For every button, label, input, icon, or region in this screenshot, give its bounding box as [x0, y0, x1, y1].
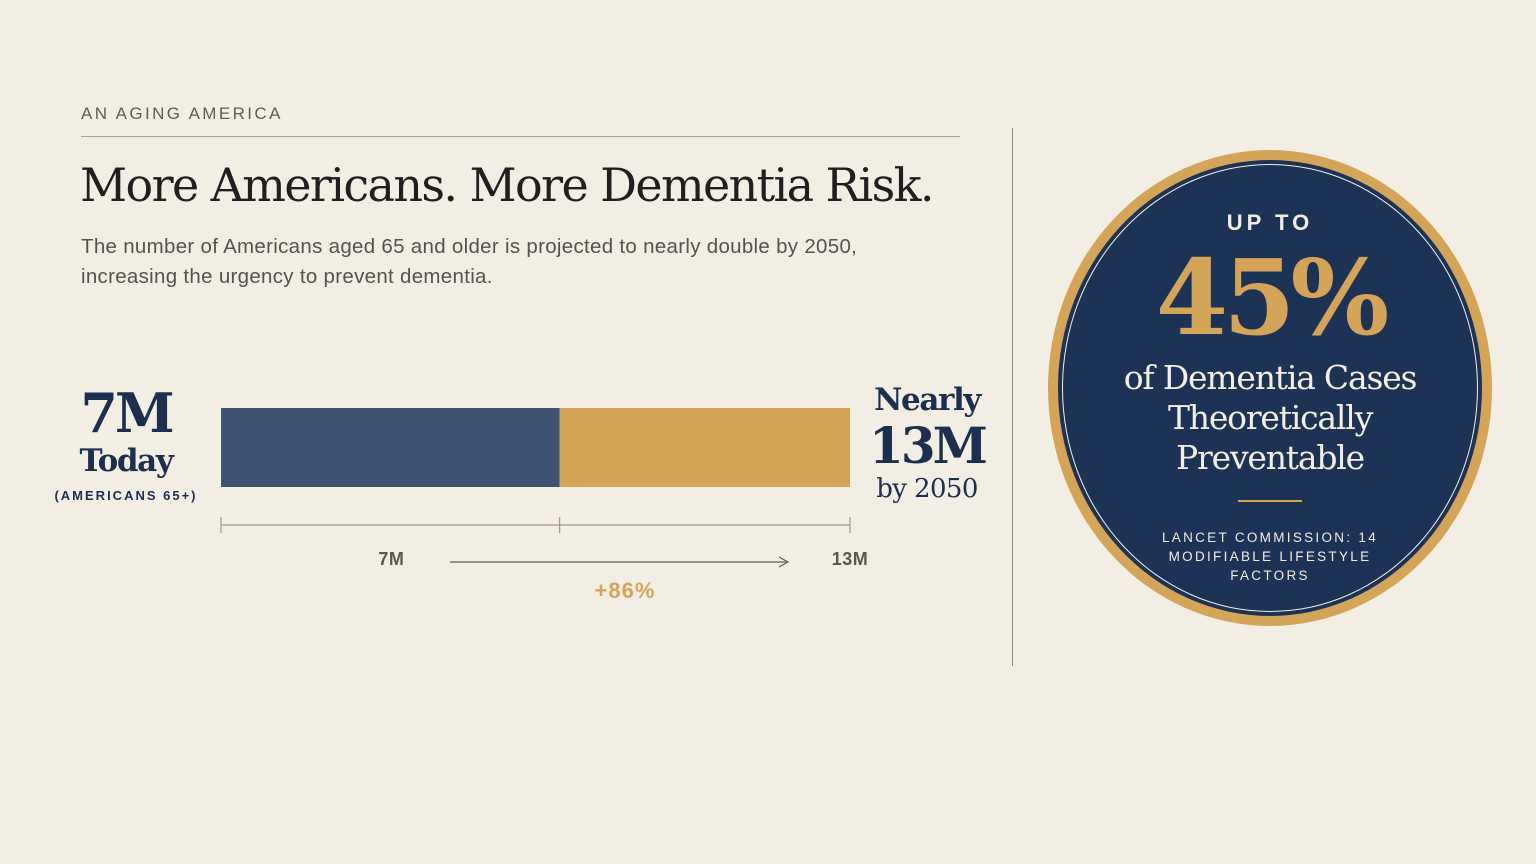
eyebrow-rule [81, 136, 960, 137]
today-value: 7M [80, 381, 174, 445]
future-value: 13M [869, 416, 988, 475]
growth-arrow-head [778, 556, 790, 568]
badge-inner-circle [1058, 160, 1482, 616]
page-title: More Americans. More Dementia Risk. [80, 158, 935, 212]
eyebrow-label: AN AGING AMERICA [81, 104, 283, 123]
badge-rule [1238, 500, 1302, 502]
today-note: (AMERICANS 65+) [54, 488, 198, 503]
badge-inner-ring [1062, 164, 1478, 612]
today-word: Today [79, 443, 174, 479]
badge-content: UP TO 45% of Dementia Cases Theoreticall… [1048, 210, 1492, 585]
badge-kicker: UP TO [1226, 210, 1314, 235]
bar-segment-2 [559, 408, 850, 487]
future-bottom-word: by 2050 [876, 474, 978, 504]
badge-percentage: 45% [1155, 236, 1390, 359]
future-label-block: Nearly 13M by 2050 [862, 380, 992, 506]
today-label-block: 7M Today (AMERICANS 65+) [40, 382, 212, 503]
badge-description: of Dementia Cases Theoretically Preventa… [1123, 358, 1418, 477]
future-top-word: Nearly [874, 382, 981, 418]
growth-percent-label: +86% [595, 578, 656, 603]
section-divider [1012, 128, 1013, 666]
bar-segment-1 [221, 408, 560, 487]
scale-label-end: 13M [832, 549, 869, 569]
population-bar-chart: 7M 13M +86% [220, 408, 869, 603]
preventable-badge: UP TO 45% of Dementia Cases Theoreticall… [1048, 150, 1492, 626]
badge-source: LANCET COMMISSION: 14 MODIFIABLE LIFESTY… [1161, 530, 1379, 583]
page-subtitle: The number of Americans aged 65 and olde… [81, 235, 858, 288]
scale-label-start: 7M [378, 549, 404, 569]
